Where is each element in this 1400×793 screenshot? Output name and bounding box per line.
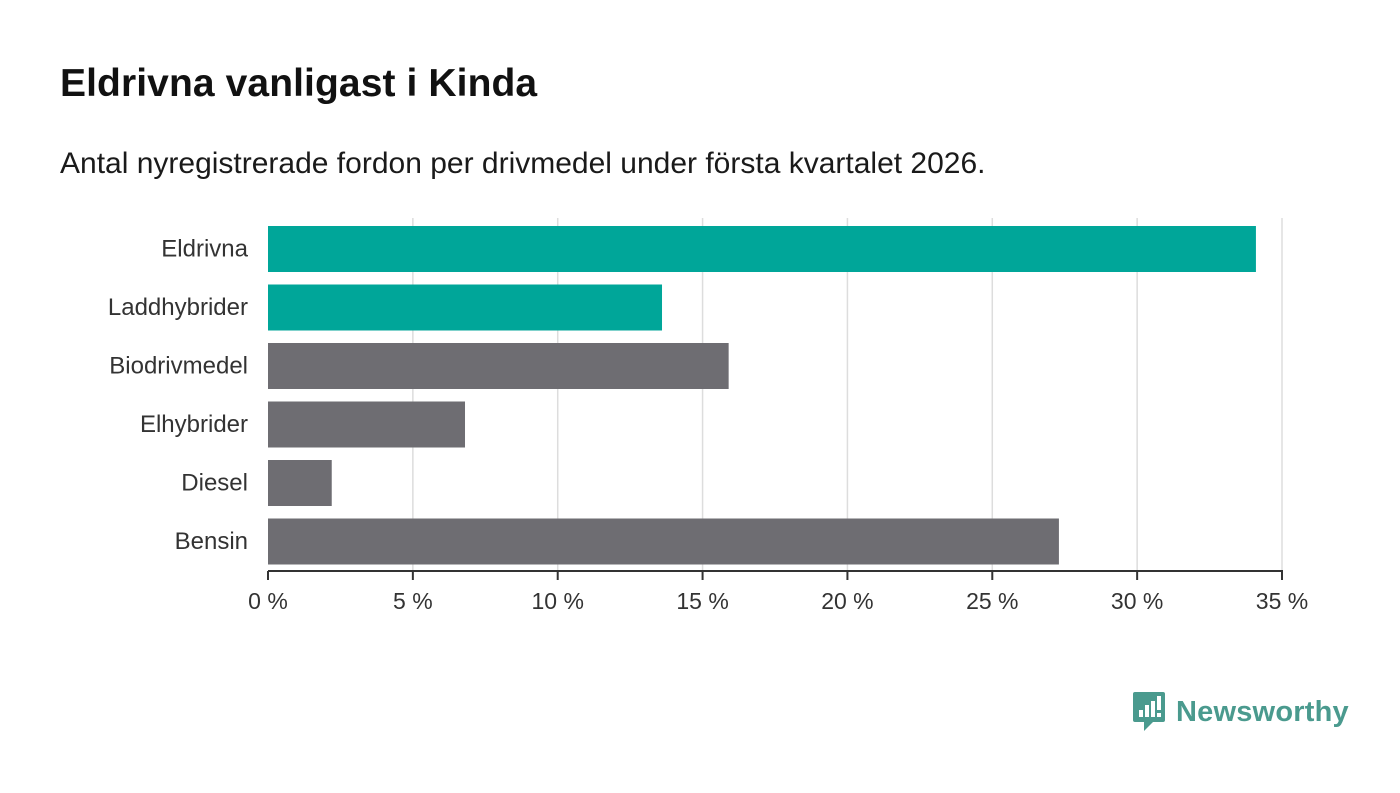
bar-laddhybrider [268,284,663,331]
category-label: Bensin [175,528,248,555]
category-label: Elhybrider [140,411,248,438]
x-tick-label: 0 % [248,588,288,614]
brand: Newsworthy [1132,690,1349,734]
bar-elhybrider [268,401,466,448]
chart-title: Eldrivna vanligast i Kinda [60,62,538,105]
bar-bensin [268,518,1059,565]
x-tick-label: 30 % [1111,588,1163,614]
newsworthy-logo-icon [1133,692,1165,731]
x-tick-label: 20 % [821,588,873,614]
bar-diesel [268,460,332,506]
category-labels: Eldrivna Laddhybrider Biodrivmedel Elhybrid… [108,236,249,556]
brand-name: Newsworthy [1176,695,1349,728]
x-tick-label: 10 % [531,588,583,614]
x-tick-label: 5 % [393,588,433,614]
bar-chart: Eldrivna Laddhybrider Biodrivmedel Elhybrid… [108,218,1308,614]
x-tick-label: 15 % [676,588,728,614]
chart-subtitle: Antal nyregistrerade fordon per drivmede… [60,147,986,180]
bar-biodrivmedel [268,343,729,389]
bar-eldrivna [268,226,1256,272]
x-tick-label: 25 % [966,588,1018,614]
category-label: Eldrivna [161,236,248,263]
gridlines [412,218,1283,571]
x-axis: 0 % 5 % 10 % 15 % 20 % 25 % 30 % 35 % [248,570,1308,614]
bars [268,226,1256,565]
x-tick-label: 35 % [1256,588,1308,614]
category-label: Diesel [181,470,248,497]
category-label: Laddhybrider [108,294,248,321]
category-label: Biodrivmedel [109,353,248,380]
